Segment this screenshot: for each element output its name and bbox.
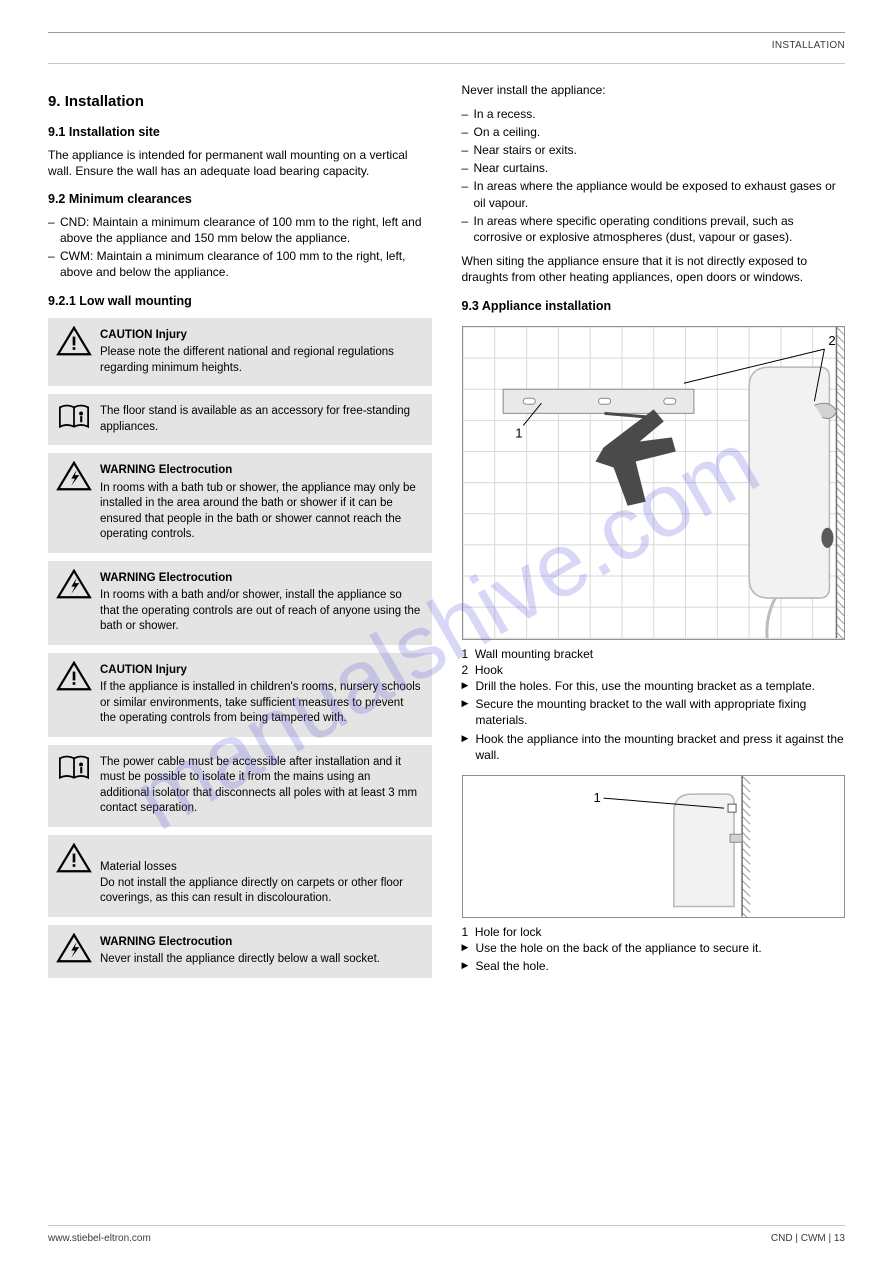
svg-text:1: 1 bbox=[515, 426, 522, 441]
page-footer: www.stiebel-eltron.com CND | CWM | 13 bbox=[48, 1225, 845, 1246]
footer-right: CND | CWM | 13 bbox=[771, 1232, 845, 1246]
shock-icon bbox=[56, 933, 92, 963]
callout-material: Material losses Do not install the appli… bbox=[48, 835, 432, 917]
warning-icon bbox=[56, 843, 92, 873]
callout-caution: CAUTION Injury Please note the different… bbox=[48, 318, 432, 387]
running-head: INSTALLATION bbox=[48, 39, 845, 63]
step-item: Seal the hole. bbox=[462, 958, 846, 974]
list-item: CND: Maintain a minimum clearance of 100… bbox=[48, 214, 432, 246]
clearance-list: CND: Maintain a minimum clearance of 100… bbox=[48, 214, 432, 281]
sub-num: 9.2 bbox=[48, 192, 65, 206]
subsection-title: 9.1 Installation site bbox=[48, 124, 432, 141]
sub-text: Minimum clearances bbox=[69, 192, 192, 206]
sec-text: Installation bbox=[65, 93, 144, 110]
callout-text: WARNING Electrocution In rooms with a ba… bbox=[100, 463, 422, 543]
step-item: Secure the mounting bracket to the wall … bbox=[462, 696, 846, 728]
step-item: Drill the holes. For this, use the mount… bbox=[462, 678, 846, 694]
list-item: Near curtains. bbox=[462, 160, 846, 176]
sub-num: 9.2.1 bbox=[48, 294, 76, 308]
steps-list: Drill the holes. For this, use the mount… bbox=[462, 678, 846, 763]
callout-body: The floor stand is available as an acces… bbox=[100, 405, 410, 433]
callout-note: The power cable must be accessible after… bbox=[48, 745, 432, 827]
key-num: 1 bbox=[462, 925, 469, 939]
callout-caution: CAUTION Injury If the appliance is insta… bbox=[48, 653, 432, 737]
top-rule bbox=[48, 32, 845, 33]
subsection-title: 9.3 Appliance installation bbox=[462, 298, 846, 315]
steps-list: Use the hole on the back of the applianc… bbox=[462, 940, 846, 974]
footer-left: www.stiebel-eltron.com bbox=[48, 1232, 151, 1246]
callout-warning: WARNING Electrocution Never install the … bbox=[48, 925, 432, 978]
manual-icon bbox=[56, 753, 92, 783]
figure-lockhole: 1 bbox=[462, 775, 846, 918]
shock-icon bbox=[56, 461, 92, 491]
manual-icon bbox=[56, 402, 92, 432]
sub-num: 9.1 bbox=[48, 125, 65, 139]
callout-text: The power cable must be accessible after… bbox=[100, 755, 422, 817]
callout-text: WARNING Electrocution In rooms with a ba… bbox=[100, 571, 422, 635]
list-item: In areas where the appliance would be ex… bbox=[462, 178, 846, 210]
page-content: INSTALLATION 9. Installation 9.1 Install… bbox=[48, 32, 845, 1225]
sec-num: 9. bbox=[48, 93, 61, 110]
list-item: In a recess. bbox=[462, 106, 846, 122]
callout-title: WARNING Electrocution bbox=[100, 463, 422, 479]
key-text: Hole for lock bbox=[475, 925, 542, 939]
section-title: 9. Installation bbox=[48, 92, 432, 112]
callout-text: WARNING Electrocution Never install the … bbox=[100, 935, 422, 968]
callout-body: Please note the different national and r… bbox=[100, 346, 394, 374]
callout-body: If the appliance is installed in childre… bbox=[100, 681, 421, 724]
para: The appliance is intended for permanent … bbox=[48, 147, 432, 179]
key-num: 2 bbox=[462, 663, 469, 677]
key-num: 1 bbox=[462, 647, 469, 661]
sub-num: 9.3 bbox=[462, 299, 479, 313]
list-item: CWM: Maintain a minimum clearance of 100… bbox=[48, 248, 432, 280]
shock-icon bbox=[56, 569, 92, 599]
subsection-title: 9.2 Minimum clearances bbox=[48, 191, 432, 208]
step-item: Use the hole on the back of the applianc… bbox=[462, 940, 846, 956]
para: Never install the appliance: bbox=[462, 82, 846, 98]
sub-text: Appliance installation bbox=[482, 299, 611, 313]
callout-body: Never install the appliance directly bel… bbox=[100, 953, 380, 965]
callout-body: In rooms with a bath and/or shower, inst… bbox=[100, 589, 420, 632]
callout-title: WARNING Electrocution bbox=[100, 935, 422, 951]
fig-key: 1 Wall mounting bracket 2 Hook bbox=[462, 646, 846, 678]
callout-text: CAUTION Injury Please note the different… bbox=[100, 328, 422, 377]
para: When siting the appliance ensure that it… bbox=[462, 253, 846, 285]
sub-text: Installation site bbox=[69, 125, 160, 139]
callout-text: CAUTION Injury If the appliance is insta… bbox=[100, 663, 422, 727]
callout-title: WARNING Electrocution bbox=[100, 571, 422, 587]
warning-icon bbox=[56, 661, 92, 691]
figure-mounting: 12 bbox=[462, 326, 846, 639]
fig-key: 1 Hole for lock bbox=[462, 924, 846, 940]
list-item: In areas where specific operating condit… bbox=[462, 213, 846, 245]
list-item: On a ceiling. bbox=[462, 124, 846, 140]
sub-text: Low wall mounting bbox=[79, 294, 192, 308]
callout-body: Material losses Do not install the appli… bbox=[100, 861, 403, 904]
callout-title: CAUTION Injury bbox=[100, 328, 422, 344]
svg-text:2: 2 bbox=[828, 334, 835, 349]
svg-text:1: 1 bbox=[593, 790, 600, 805]
step-item: Hook the appliance into the mounting bra… bbox=[462, 731, 846, 763]
two-column-layout: 9. Installation 9.1 Installation site Th… bbox=[48, 82, 845, 986]
key-text: Wall mounting bracket bbox=[475, 647, 593, 661]
running-head-text: INSTALLATION bbox=[772, 39, 845, 53]
callout-body: In rooms with a bath tub or shower, the … bbox=[100, 482, 416, 541]
head-rule bbox=[48, 63, 845, 64]
right-column: Never install the appliance: In a recess… bbox=[462, 82, 846, 986]
callout-warning: WARNING Electrocution In rooms with a ba… bbox=[48, 561, 432, 645]
warning-icon bbox=[56, 326, 92, 356]
never-install-list: In a recess. On a ceiling. Near stairs o… bbox=[462, 106, 846, 246]
callout-text: Material losses Do not install the appli… bbox=[100, 845, 422, 907]
callout-body: The power cable must be accessible after… bbox=[100, 756, 417, 815]
subsubsection-title: 9.2.1 Low wall mounting bbox=[48, 293, 432, 310]
list-item: Near stairs or exits. bbox=[462, 142, 846, 158]
callout-note: The floor stand is available as an acces… bbox=[48, 394, 432, 445]
key-text: Hook bbox=[475, 663, 503, 677]
callout-warning: WARNING Electrocution In rooms with a ba… bbox=[48, 453, 432, 553]
callout-text: The floor stand is available as an acces… bbox=[100, 404, 422, 435]
left-column: 9. Installation 9.1 Installation site Th… bbox=[48, 82, 432, 986]
callout-title: CAUTION Injury bbox=[100, 663, 422, 679]
